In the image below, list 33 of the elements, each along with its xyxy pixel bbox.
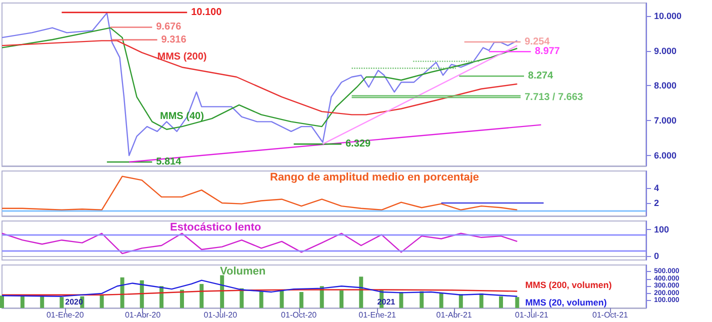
series-label: MMS (20, volumen) (525, 297, 607, 308)
y-tick-label: 7.000 (654, 116, 677, 126)
series-label: MMS (200, volumen) (525, 280, 612, 290)
annotation: Rango de amplitud medio en porcentaje (270, 172, 480, 184)
x-tick-label: 01-Jul-20 (204, 310, 238, 320)
annotation: Estocástico lento (170, 222, 262, 234)
y-tick-label: 6.000 (654, 150, 677, 161)
y-tick-label: 9.000 (654, 46, 677, 56)
y-tick-label: 0 (654, 251, 660, 262)
x-tick-label: 01-Jul-21 (515, 310, 549, 320)
x-tick-label: 01-Oct-20 (281, 310, 318, 320)
series-label: 10.100 (191, 6, 222, 18)
series-label: 6.329 (345, 138, 371, 150)
y-tick-label: 2 (654, 198, 660, 208)
series-label: 7.713 / 7.663 (524, 92, 584, 103)
y-tick-label: 8.000 (654, 80, 677, 91)
y-tick-label: 4 (654, 182, 660, 193)
annotation: Volumen (220, 266, 266, 278)
series-label: MMS (200) (157, 52, 207, 63)
x-tick-label: 01-Ene-20 (46, 310, 84, 320)
series-label: MMS (40) (160, 111, 204, 122)
series-label: 5.814 (156, 156, 182, 168)
x-tick-label: 01-Ene-21 (358, 310, 397, 320)
x-tick-label: 01-Abr-21 (436, 310, 472, 320)
y-tick-label: 100 (654, 224, 670, 234)
x-tick-label: 01-Abr-20 (124, 310, 162, 320)
series-label: 9.254 (524, 36, 550, 48)
series-label: 9.676 (156, 22, 182, 33)
series-label: 8.977 (534, 46, 560, 58)
series-label: 9.316 (161, 34, 187, 46)
series-label: 8.274 (528, 70, 554, 82)
y-tick-label: 10.000 (654, 10, 682, 21)
x-tick-label: 01-Oct-21 (592, 310, 629, 320)
